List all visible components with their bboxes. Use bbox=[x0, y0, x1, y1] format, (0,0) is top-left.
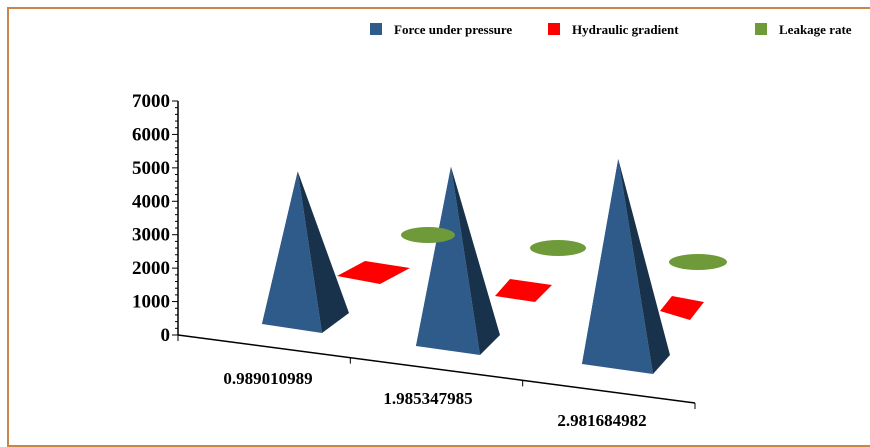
pyramid-front-face bbox=[262, 171, 322, 333]
legend-label-3: Leakage rate bbox=[779, 22, 852, 37]
hydraulic-gradient-mark-2 bbox=[495, 279, 552, 302]
pyramid-chart: Force under pressure Hydraulic gradient Le… bbox=[132, 22, 852, 430]
y-tick-label: 4000 bbox=[132, 191, 170, 212]
legend-swatch-1 bbox=[370, 23, 382, 35]
chart-frame bbox=[7, 7, 870, 447]
pyramid-front-face bbox=[416, 166, 480, 355]
pyramid-side-face bbox=[618, 158, 670, 374]
y-tick-label: 6000 bbox=[132, 124, 170, 145]
pyramid-side-face bbox=[451, 166, 500, 355]
leakage-rate-mark-2 bbox=[530, 240, 586, 256]
legend-swatch-3 bbox=[755, 23, 767, 35]
y-tick-label: 3000 bbox=[132, 225, 170, 246]
pyramid-bar-1 bbox=[262, 171, 349, 333]
pyramid-side-face bbox=[297, 171, 349, 333]
x-axis-line bbox=[177, 334, 696, 404]
y-tick-label: 0 bbox=[161, 325, 171, 346]
chart-marks bbox=[262, 158, 727, 374]
legend: Force under pressure Hydraulic gradient Le… bbox=[370, 22, 852, 37]
y-tick-label: 1000 bbox=[132, 292, 170, 313]
y-tick-label: 7000 bbox=[132, 91, 170, 112]
hydraulic-gradient-mark-3 bbox=[660, 296, 704, 320]
x-tick-label: 0.989010989 bbox=[223, 369, 312, 388]
y-tick-label: 2000 bbox=[132, 258, 170, 279]
legend-label-1: Force under pressure bbox=[394, 22, 512, 37]
x-tick-label: 1.985347985 bbox=[383, 389, 472, 408]
pyramid-front-face bbox=[582, 158, 653, 374]
legend-label-2: Hydraulic gradient bbox=[572, 22, 679, 37]
leakage-rate-mark-1 bbox=[401, 227, 455, 243]
pyramid-bar-2 bbox=[416, 166, 500, 355]
hydraulic-gradient-mark-1 bbox=[337, 261, 410, 284]
leakage-rate-mark-3 bbox=[669, 254, 727, 270]
axes: 0 1000 2000 3000 4000 5000 6000 7000 0.989010989… bbox=[132, 91, 696, 430]
x-tick-label: 2.981684982 bbox=[557, 411, 646, 430]
y-tick-label: 5000 bbox=[132, 158, 170, 179]
legend-swatch-2 bbox=[548, 23, 560, 35]
pyramid-bar-3 bbox=[582, 158, 670, 374]
